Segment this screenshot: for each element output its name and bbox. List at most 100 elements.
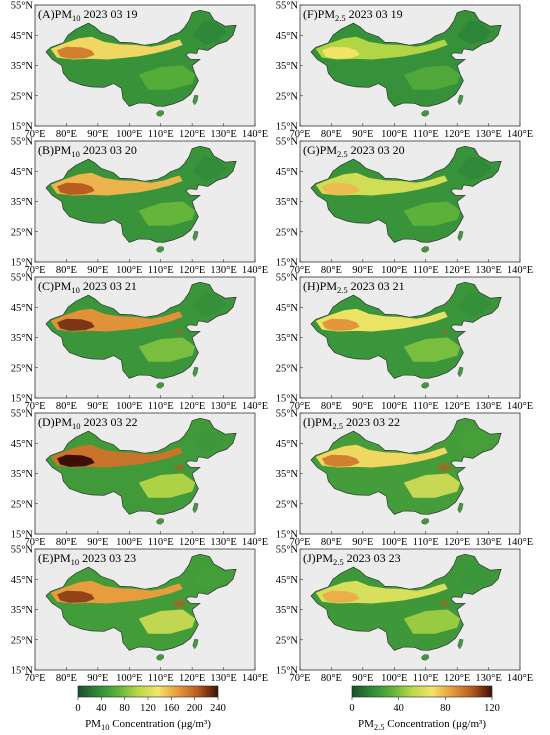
lat-tick-label: 45°N <box>276 31 299 42</box>
lat-tick-label: 35°N <box>11 605 34 616</box>
lat-tick-label: 35°N <box>276 333 299 344</box>
lon-tick-label: 100°E <box>381 129 407 140</box>
lon-tick-label: 120°E <box>179 129 205 140</box>
lon-tick-label: 120°E <box>179 673 205 684</box>
lon-tick-label: 70°E <box>289 265 310 276</box>
lon-tick-label: 140°E <box>507 673 533 684</box>
china-border <box>310 417 502 515</box>
lat-tick-label: 25°N <box>276 227 299 238</box>
taiwan-island <box>192 94 199 106</box>
lon-tick-label: 110°E <box>413 265 439 276</box>
eastern-china-field <box>138 337 196 362</box>
lon-tick-label: 120°E <box>444 129 470 140</box>
lat-tick-label: 25°N <box>276 363 299 374</box>
lon-tick-label: 120°E <box>444 673 470 684</box>
lat-tick-label: 45°N <box>11 167 34 178</box>
panel-title: (B)PM10 2023 03 20 <box>38 143 137 159</box>
lat-tick-label: 35°N <box>11 333 34 344</box>
lon-tick-label: 70°E <box>24 129 45 140</box>
northeast-field <box>192 428 227 453</box>
eastern-china-field <box>138 609 196 634</box>
eastern-china-field <box>138 201 196 226</box>
lat-tick-label: 35°N <box>11 469 34 480</box>
lon-tick-label: 90°E <box>352 401 373 412</box>
taiwan-island <box>192 638 199 650</box>
taklimakan-desert <box>322 454 360 467</box>
lon-tick-label: 80°E <box>321 401 342 412</box>
lon-tick-label: 120°E <box>179 401 205 412</box>
northeast-field <box>457 428 492 453</box>
lat-tick-label: 25°N <box>11 499 34 510</box>
lon-tick-label: 80°E <box>321 265 342 276</box>
lon-tick-label: 70°E <box>24 537 45 548</box>
china-border <box>45 9 237 107</box>
taiwan-island <box>457 94 464 106</box>
northeast-field <box>457 564 492 589</box>
china-border <box>45 553 237 651</box>
lon-tick-label: 140°E <box>507 265 533 276</box>
panel-title: (G)PM2.5 2023 03 20 <box>303 143 405 159</box>
map-panel-left-2: (B)PM10 2023 03 20 55°N 45°N 35°N 25°N 15°N70… <box>11 137 268 277</box>
north-china-hotspot <box>170 597 189 610</box>
lon-tick-label: 70°E <box>289 129 310 140</box>
china-border <box>310 9 502 107</box>
lon-tick-label: 80°E <box>56 129 77 140</box>
lon-tick-label: 130°E <box>475 129 501 140</box>
colorbar-ramp <box>351 685 493 698</box>
lon-tick-label: 120°E <box>444 401 470 412</box>
lon-tick-label: 110°E <box>413 537 439 548</box>
taklimakan-desert <box>322 182 360 195</box>
panel-title: (J)PM2.5 2023 03 23 <box>303 551 401 567</box>
lon-tick-label: 120°E <box>444 265 470 276</box>
map-panel-right-5: (J)PM2.5 2023 03 23 55°N 45°N 35°N 25°N 15°N7… <box>276 545 533 685</box>
hainan-island <box>421 382 430 389</box>
lat-tick-label: 15°N <box>276 394 299 405</box>
taklimakan-desert <box>57 182 95 195</box>
colorbar-tick-label: 0 <box>349 703 354 714</box>
lon-tick-label: 100°E <box>116 673 142 684</box>
lon-tick-label: 80°E <box>321 129 342 140</box>
north-china-hotspot <box>175 328 184 335</box>
map-panel-left-5: (E)PM10 2023 03 23 55°N 45°N 35°N 25°N 15°N70… <box>11 545 268 685</box>
map-panel-left-1: (A)PM10 2023 03 19 55°N 45°N 35°N 25°N 15°N70… <box>11 1 268 141</box>
hainan-island <box>421 110 430 117</box>
lat-tick-label: 35°N <box>276 61 299 72</box>
taiwan-island <box>192 230 199 242</box>
china-border <box>310 553 502 651</box>
taklimakan-desert <box>322 46 360 59</box>
lon-tick-label: 70°E <box>24 401 45 412</box>
lon-tick-label: 120°E <box>444 537 470 548</box>
lon-tick-label: 130°E <box>210 537 236 548</box>
colorbar-right: 0 40 80 120 PM2.5 Concentration (μg/m³) <box>349 685 500 732</box>
hainan-island <box>156 246 165 253</box>
lon-tick-label: 140°E <box>242 129 268 140</box>
lon-tick-label: 140°E <box>242 537 268 548</box>
lon-tick-label: 80°E <box>321 673 342 684</box>
lat-tick-label: 45°N <box>11 303 34 314</box>
north-china-hotspot <box>438 599 451 608</box>
panel-title: (I)PM2.5 2023 03 22 <box>303 415 400 431</box>
northeast-field <box>457 292 492 317</box>
lat-tick-label: 35°N <box>11 197 34 208</box>
lon-tick-label: 140°E <box>242 401 268 412</box>
china-border <box>45 281 237 379</box>
lon-tick-label: 100°E <box>116 401 142 412</box>
lat-tick-label: 55°N <box>11 1 34 12</box>
taiwan-island <box>457 366 464 378</box>
eastern-china-field <box>403 65 461 90</box>
lat-tick-label: 45°N <box>276 575 299 586</box>
lat-tick-label: 35°N <box>276 197 299 208</box>
panel-title: (H)PM2.5 2023 03 21 <box>303 279 405 295</box>
lon-tick-label: 90°E <box>87 537 108 548</box>
lon-tick-label: 100°E <box>381 265 407 276</box>
lon-tick-label: 70°E <box>289 673 310 684</box>
lon-tick-label: 110°E <box>413 673 439 684</box>
lon-tick-label: 90°E <box>352 537 373 548</box>
colorbar-tick-label: 160 <box>163 703 179 714</box>
hainan-island <box>156 382 165 389</box>
lon-tick-label: 110°E <box>148 129 174 140</box>
map-panel-right-3: (H)PM2.5 2023 03 21 55°N 45°N 35°N 25°N 15°N7… <box>276 273 533 413</box>
colorbar-left: 0 40 80 120 160 200 240 PM10 Concentration (μg/… <box>75 685 226 732</box>
eastern-china-field <box>403 473 461 498</box>
